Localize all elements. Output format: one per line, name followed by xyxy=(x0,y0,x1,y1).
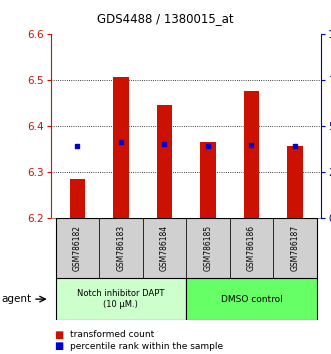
Text: GSM786184: GSM786184 xyxy=(160,225,169,271)
Bar xyxy=(287,146,303,218)
Bar xyxy=(113,77,128,218)
Text: GSM786186: GSM786186 xyxy=(247,225,256,271)
Text: ■: ■ xyxy=(55,330,64,339)
Text: GSM786183: GSM786183 xyxy=(117,225,125,271)
Bar xyxy=(157,105,172,218)
Bar xyxy=(244,91,259,218)
Bar xyxy=(99,218,143,278)
Text: GDS4488 / 1380015_at: GDS4488 / 1380015_at xyxy=(97,12,234,25)
Bar xyxy=(186,278,317,320)
Bar xyxy=(200,142,215,218)
Text: DMSO control: DMSO control xyxy=(220,295,282,304)
Text: GSM786182: GSM786182 xyxy=(73,225,82,271)
Text: GSM786185: GSM786185 xyxy=(204,225,213,271)
Text: GSM786187: GSM786187 xyxy=(291,225,300,271)
Bar xyxy=(56,218,99,278)
Bar xyxy=(273,218,317,278)
Text: percentile rank within the sample: percentile rank within the sample xyxy=(70,342,223,351)
Text: ■: ■ xyxy=(55,341,64,351)
Bar xyxy=(230,218,273,278)
Bar xyxy=(186,218,230,278)
Text: Notch inhibitor DAPT
(10 μM.): Notch inhibitor DAPT (10 μM.) xyxy=(77,289,165,309)
Text: transformed count: transformed count xyxy=(70,330,154,339)
Bar xyxy=(56,278,186,320)
Bar xyxy=(70,178,85,218)
Text: agent: agent xyxy=(2,294,32,304)
Bar xyxy=(143,218,186,278)
